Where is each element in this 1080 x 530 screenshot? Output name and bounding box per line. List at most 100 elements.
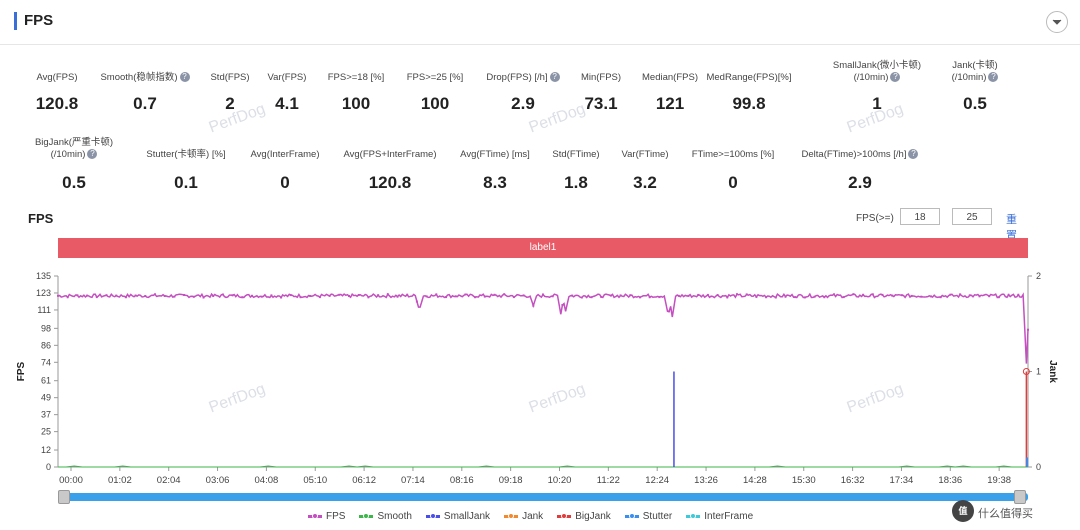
x-tick-label: 15:30 bbox=[792, 475, 816, 486]
legend-item-jank[interactable]: Jank bbox=[504, 511, 543, 522]
metric-3: Avg(FPS+InterFrame) 120.8 bbox=[320, 149, 460, 193]
legend-item-fps[interactable]: FPS bbox=[308, 511, 345, 522]
zoom-handle-left[interactable] bbox=[58, 490, 70, 504]
help-icon[interactable]: ? bbox=[87, 149, 98, 160]
help-icon[interactable]: ? bbox=[908, 149, 919, 160]
legend-item-smooth[interactable]: Smooth bbox=[359, 511, 412, 522]
fps-point bbox=[755, 295, 758, 298]
reset-button[interactable]: 重置 bbox=[1006, 214, 1017, 242]
fps-point bbox=[668, 310, 671, 313]
metric-label-text: FPS>=25 [%] bbox=[406, 72, 464, 83]
site-logo: 值 bbox=[952, 500, 974, 522]
legend-label: BigJank bbox=[575, 511, 611, 522]
fps-point bbox=[348, 295, 350, 297]
metric-value: 0.1 bbox=[174, 173, 198, 192]
metric-label: FPS>=25 [%] bbox=[365, 72, 505, 84]
fps-point bbox=[221, 293, 224, 296]
y-tick-label: 12 bbox=[41, 445, 51, 455]
metric-label: Avg(FPS) bbox=[0, 72, 127, 84]
metric-label: Median(FPS) bbox=[600, 72, 740, 84]
metric-label-text: Drop(FPS) [/h] bbox=[486, 72, 548, 83]
legend-swatch bbox=[686, 512, 701, 519]
metric-label: Jank(卡顿) bbox=[905, 60, 1045, 72]
zoom-handle-right[interactable] bbox=[1014, 490, 1026, 504]
fps-point bbox=[367, 296, 370, 299]
metric-label-text: FTime>=100ms [%] bbox=[691, 149, 775, 160]
zoom-track[interactable] bbox=[58, 493, 1028, 501]
fps-point bbox=[842, 296, 845, 299]
y2-axis-title: Jank bbox=[1047, 360, 1058, 383]
legend-label: FPS bbox=[326, 511, 346, 522]
metric-label-unit: (/10min)? bbox=[4, 149, 144, 161]
x-tick-label: 00:00 bbox=[59, 475, 83, 486]
x-tick-label: 11:22 bbox=[597, 475, 620, 486]
fps-point bbox=[493, 293, 496, 296]
legend-label: Smooth bbox=[377, 511, 412, 522]
fps-threshold-input-1[interactable]: 18 bbox=[900, 208, 940, 225]
metric-label: Min(FPS) bbox=[531, 72, 671, 84]
timeline-zoom-slider[interactable] bbox=[58, 490, 1028, 504]
fps-point bbox=[115, 294, 118, 297]
metric-3: Var(FPS) 4.1 bbox=[217, 72, 357, 114]
fps-point bbox=[920, 295, 923, 298]
fps-point bbox=[377, 294, 380, 297]
metric-1: Smooth(稳帧指数)? 0.7 bbox=[75, 72, 215, 114]
legend-item-stutter[interactable]: Stutter bbox=[624, 511, 672, 522]
y-tick-label: 111 bbox=[37, 305, 51, 315]
metric-label-text: Delta(FTime)>100ms [/h] bbox=[801, 149, 907, 160]
metric-label-text: Var(FTime) bbox=[621, 149, 669, 160]
legend-item-interframe[interactable]: InterFrame bbox=[686, 511, 753, 522]
metric-value: 8.3 bbox=[483, 173, 507, 192]
metric-label: Stutter(卡顿率) [%] bbox=[116, 149, 256, 161]
fps-point bbox=[512, 296, 515, 299]
legend-label: Jank bbox=[522, 511, 544, 522]
fps-point bbox=[357, 294, 360, 296]
x-tick-label: 04:08 bbox=[255, 475, 279, 486]
metric-label: Var(FPS) bbox=[217, 72, 357, 84]
fps-point bbox=[289, 294, 292, 297]
metric-label-text: Avg(InterFrame) bbox=[250, 149, 320, 160]
metric-label: BigJank(严重卡顿) bbox=[4, 137, 144, 149]
metric-unit-text: (/10min) bbox=[853, 72, 889, 83]
fps-point bbox=[173, 295, 176, 298]
help-icon[interactable]: ? bbox=[549, 72, 560, 83]
fps-point bbox=[483, 295, 486, 298]
metric-value: 0.5 bbox=[62, 173, 86, 192]
fps-point bbox=[997, 296, 1000, 299]
fps-point bbox=[542, 293, 544, 296]
fps-point bbox=[318, 296, 321, 299]
metric-label: FPS>=18 [%] bbox=[286, 72, 426, 84]
fps-point bbox=[241, 296, 244, 299]
fps-point bbox=[464, 293, 467, 296]
help-icon[interactable]: ? bbox=[179, 72, 190, 83]
metric-7: FTime>=100ms [%] 0 bbox=[663, 149, 803, 193]
metric-label-text: Avg(FPS+InterFrame) bbox=[343, 149, 437, 160]
fps-line-chart[interactable]: 135 123 111 98 86 74 61 49 37 25 12 0 2 1 0 FPS Jank 00:0… bbox=[0, 262, 1080, 488]
fps-point bbox=[309, 295, 312, 297]
legend-item-smalljank[interactable]: SmallJank bbox=[425, 511, 490, 522]
metric-label-unit: (/10min)? bbox=[807, 72, 947, 84]
x-tick-label: 13:26 bbox=[694, 475, 718, 486]
bigjank-point bbox=[1022, 368, 1030, 375]
legend-swatch bbox=[504, 512, 519, 519]
fps-point bbox=[192, 295, 195, 298]
label-banner[interactable]: label1 bbox=[58, 238, 1028, 258]
metric-value: 3.2 bbox=[633, 173, 657, 192]
fps-point bbox=[425, 295, 428, 298]
legend-item-bigjank[interactable]: BigJank bbox=[557, 511, 611, 522]
collapse-button[interactable] bbox=[1046, 11, 1068, 33]
fps-threshold-input-2[interactable]: 25 bbox=[952, 208, 992, 225]
chart-title: FPS bbox=[28, 211, 54, 226]
x-tick-label: 12:24 bbox=[645, 475, 669, 486]
metric-label-text: SmallJank(微小卡顿) bbox=[832, 60, 922, 71]
metric-label: SmallJank(微小卡顿) bbox=[807, 60, 947, 72]
metric-label-text: Avg(FPS) bbox=[36, 72, 78, 83]
help-icon[interactable]: ? bbox=[988, 72, 999, 83]
metric-value: 0 bbox=[728, 173, 738, 192]
y2-tick-label: 2 bbox=[1036, 271, 1041, 281]
fps-point bbox=[891, 294, 894, 297]
metric-5: Std(FTime) 1.8 bbox=[506, 149, 646, 193]
metric-label-text: BigJank(严重卡顿) bbox=[34, 137, 114, 148]
help-icon[interactable]: ? bbox=[890, 72, 901, 83]
fps-point bbox=[687, 294, 690, 297]
